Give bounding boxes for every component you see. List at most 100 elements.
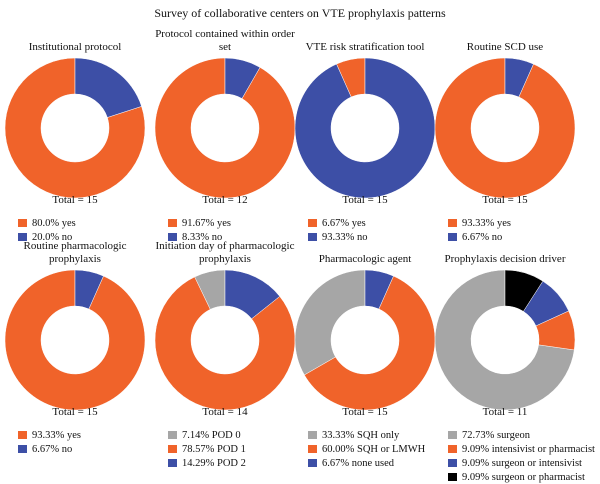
legend-label: 72.73% surgeon bbox=[462, 429, 531, 441]
legend-label: 91.67% yes bbox=[182, 217, 231, 229]
legend-swatch bbox=[308, 459, 317, 467]
legend-swatch bbox=[18, 219, 27, 227]
total-label: Total = 15 bbox=[52, 406, 98, 418]
legend: 33.33% SQH only 60.00% SQH or LMWH 6.67% n… bbox=[308, 428, 440, 470]
legend-item: 72.73% surgeon bbox=[448, 428, 580, 442]
legend-label: 6.67% none used bbox=[322, 457, 395, 469]
chart-title: Pharmacologic agent bbox=[318, 253, 412, 265]
legend-item: 33.33% SQH only bbox=[308, 428, 440, 442]
donut-slice bbox=[154, 276, 296, 411]
total-label: Total = 15 bbox=[342, 406, 388, 418]
legend-label: 9.09% surgeon or intensivist bbox=[462, 457, 582, 469]
legend-item: 6.67% yes bbox=[308, 216, 440, 230]
legend-swatch bbox=[448, 431, 457, 439]
legend-item: 78.57% POD 1 bbox=[168, 442, 300, 456]
legend: 91.67% yes 8.33% no bbox=[168, 216, 300, 244]
legend-swatch bbox=[18, 445, 27, 453]
chart-title: VTE risk stratification tool bbox=[305, 41, 425, 53]
legend-item: 6.67% no bbox=[18, 442, 150, 456]
donut-chart bbox=[154, 57, 296, 199]
legend-swatch bbox=[448, 459, 457, 467]
donut-slice bbox=[74, 57, 142, 118]
total-label: Total = 11 bbox=[482, 406, 528, 418]
chart-title: Protocol contained within order set bbox=[155, 28, 295, 53]
legend-swatch bbox=[308, 233, 317, 241]
donut-slice bbox=[294, 57, 436, 199]
legend-item: 60.00% SQH or LMWH bbox=[308, 442, 440, 456]
legend-label: 6.67% yes bbox=[322, 217, 366, 229]
donut-panel: Institutional protocol Total = 15 80.0% ye… bbox=[0, 20, 150, 243]
total-label: Total = 14 bbox=[202, 406, 248, 418]
legend-swatch bbox=[18, 431, 27, 439]
donut-panel: Routine pharmacologic prophylaxis Total =… bbox=[0, 232, 150, 455]
figure-title: Survey of collaborative centers on VTE p… bbox=[154, 6, 446, 20]
legend-swatch bbox=[168, 459, 177, 467]
legend-swatch bbox=[448, 445, 457, 453]
legend-item: 93.33% no bbox=[308, 230, 440, 244]
chart-title: Prophylaxis decision driver bbox=[444, 253, 566, 265]
donut-panel: VTE risk stratification tool Total = 15 6.… bbox=[290, 20, 440, 243]
chart-title: Routine pharmacologic prophylaxis bbox=[23, 240, 127, 265]
legend-swatch bbox=[448, 233, 457, 241]
legend-label: 93.33% no bbox=[322, 231, 368, 243]
donut-panel: Pharmacologic agent Total = 15 33.33% SQH … bbox=[290, 232, 440, 469]
chart-title: Institutional protocol bbox=[28, 41, 122, 53]
legend-item: 91.67% yes bbox=[168, 216, 300, 230]
donut-slice bbox=[523, 280, 570, 327]
legend-swatch bbox=[18, 233, 27, 241]
donut-slice bbox=[154, 57, 296, 199]
donut-slice bbox=[364, 269, 394, 310]
legend-label: 20.0% no bbox=[32, 231, 73, 243]
legend: 93.33% yes 6.67% no bbox=[18, 428, 150, 456]
legend-swatch bbox=[168, 445, 177, 453]
legend-item: 6.67% none used bbox=[308, 456, 440, 470]
legend-label: 9.09% intensivist or pharmacist bbox=[462, 443, 595, 455]
total-label: Total = 15 bbox=[342, 194, 388, 206]
total-label: Total = 12 bbox=[202, 194, 248, 206]
legend: 93.33% yes 6.67% no bbox=[448, 216, 580, 244]
legend-label: 80.0% yes bbox=[32, 217, 76, 229]
legend-label: 93.33% yes bbox=[32, 429, 81, 441]
donut-slice bbox=[434, 269, 575, 411]
legend-swatch bbox=[168, 219, 177, 227]
donut-panel: Routine SCD use Total = 15 93.33% yes 6.67%… bbox=[430, 20, 580, 243]
donut-chart bbox=[294, 57, 436, 199]
donut-panel: Protocol contained within order set Total… bbox=[150, 20, 300, 243]
legend-label: 78.57% POD 1 bbox=[182, 443, 246, 455]
total-label: Total = 15 bbox=[482, 194, 528, 206]
legend-swatch bbox=[448, 219, 457, 227]
donut-slice bbox=[294, 269, 366, 376]
chart-title: Initiation day of pharmacologic prophyla… bbox=[155, 240, 295, 265]
legend-item: 9.09% intensivist or pharmacist bbox=[448, 442, 595, 456]
donut-slice bbox=[535, 310, 576, 351]
donut-panel: Prophylaxis decision driver Total = 11 72.… bbox=[430, 232, 595, 483]
legend-label: 6.67% no bbox=[32, 443, 73, 455]
donut-panel: Initiation day of pharmacologic prophyla… bbox=[150, 232, 300, 469]
legend-item: 6.67% no bbox=[448, 230, 580, 244]
donut-slice bbox=[224, 57, 261, 99]
legend-item: 9.09% surgeon or intensivist bbox=[448, 456, 582, 470]
donut-slice bbox=[224, 269, 281, 320]
legend-label: 6.67% no bbox=[462, 231, 503, 243]
legend-swatch bbox=[308, 445, 317, 453]
legend-swatch bbox=[308, 431, 317, 439]
donut-slice bbox=[504, 269, 544, 312]
legend-label: 14.29% POD 2 bbox=[182, 457, 246, 469]
legend-swatch bbox=[168, 233, 177, 241]
legend: 6.67% yes 93.33% no bbox=[308, 216, 440, 244]
legend-label: 60.00% SQH or LMWH bbox=[322, 443, 426, 455]
legend-item: 9.09% surgeon or pharmacist bbox=[448, 470, 585, 484]
legend-label: 93.33% yes bbox=[462, 217, 511, 229]
donut-chart bbox=[294, 269, 436, 411]
legend: 80.0% yes 20.0% no bbox=[18, 216, 150, 244]
legend-label: 33.33% SQH only bbox=[322, 429, 400, 441]
legend: 7.14% POD 0 78.57% POD 1 14.29% POD 2 bbox=[168, 428, 300, 470]
donut-slice bbox=[74, 269, 104, 310]
donut-chart bbox=[434, 269, 576, 411]
total-label: Total = 15 bbox=[52, 194, 98, 206]
legend-label: 8.33% no bbox=[182, 231, 223, 243]
legend-item: 8.33% no bbox=[168, 230, 300, 244]
legend-item: 80.0% yes bbox=[18, 216, 150, 230]
donut-chart bbox=[154, 269, 296, 411]
legend-item: 14.29% POD 2 bbox=[168, 456, 300, 470]
